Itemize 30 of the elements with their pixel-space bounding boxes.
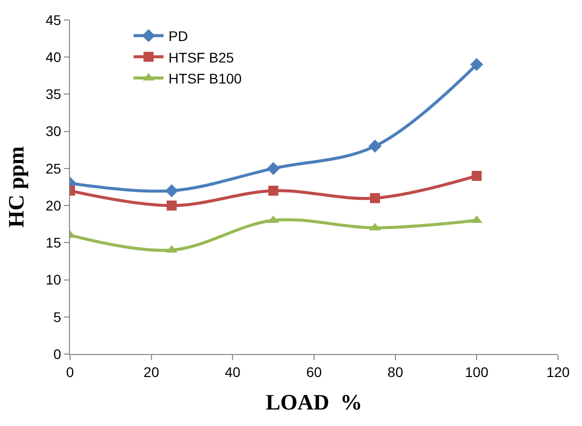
point bbox=[165, 184, 178, 198]
y-tick-label: 40 bbox=[46, 49, 62, 66]
point bbox=[368, 140, 382, 153]
legend-label: HTSF B100 bbox=[168, 70, 242, 86]
x-tick-label: 80 bbox=[388, 364, 404, 380]
y-tick-label: 10 bbox=[46, 272, 62, 288]
y-tick-label: 5 bbox=[53, 308, 62, 325]
point bbox=[268, 186, 278, 196]
point bbox=[370, 193, 380, 204]
x-axis-title: LOAD % bbox=[266, 390, 362, 415]
x-tick-label: 100 bbox=[464, 364, 489, 380]
y-tick-label: 45 bbox=[46, 12, 62, 28]
x-tick-label: 20 bbox=[144, 364, 160, 380]
point bbox=[266, 162, 280, 175]
x-tick-label: 0 bbox=[66, 364, 74, 380]
y-tick-label: 25 bbox=[46, 160, 62, 176]
y-tick-label: 0 bbox=[53, 346, 62, 362]
point bbox=[472, 170, 482, 181]
point bbox=[166, 200, 177, 211]
x-tick-label: 60 bbox=[306, 364, 322, 380]
point bbox=[470, 58, 484, 72]
y-tick-label: 35 bbox=[46, 86, 62, 102]
y-tick-label: 30 bbox=[46, 123, 62, 140]
y-tick-label: 20 bbox=[46, 197, 62, 214]
y-axis-title: HC ppm bbox=[3, 146, 28, 228]
legend-label: PD bbox=[168, 28, 188, 44]
x-tick-label: 40 bbox=[224, 364, 241, 380]
x-tick-label: 120 bbox=[546, 364, 570, 380]
y-tick-label: 15 bbox=[46, 234, 62, 251]
legend-label: HTSF B25 bbox=[168, 49, 234, 66]
